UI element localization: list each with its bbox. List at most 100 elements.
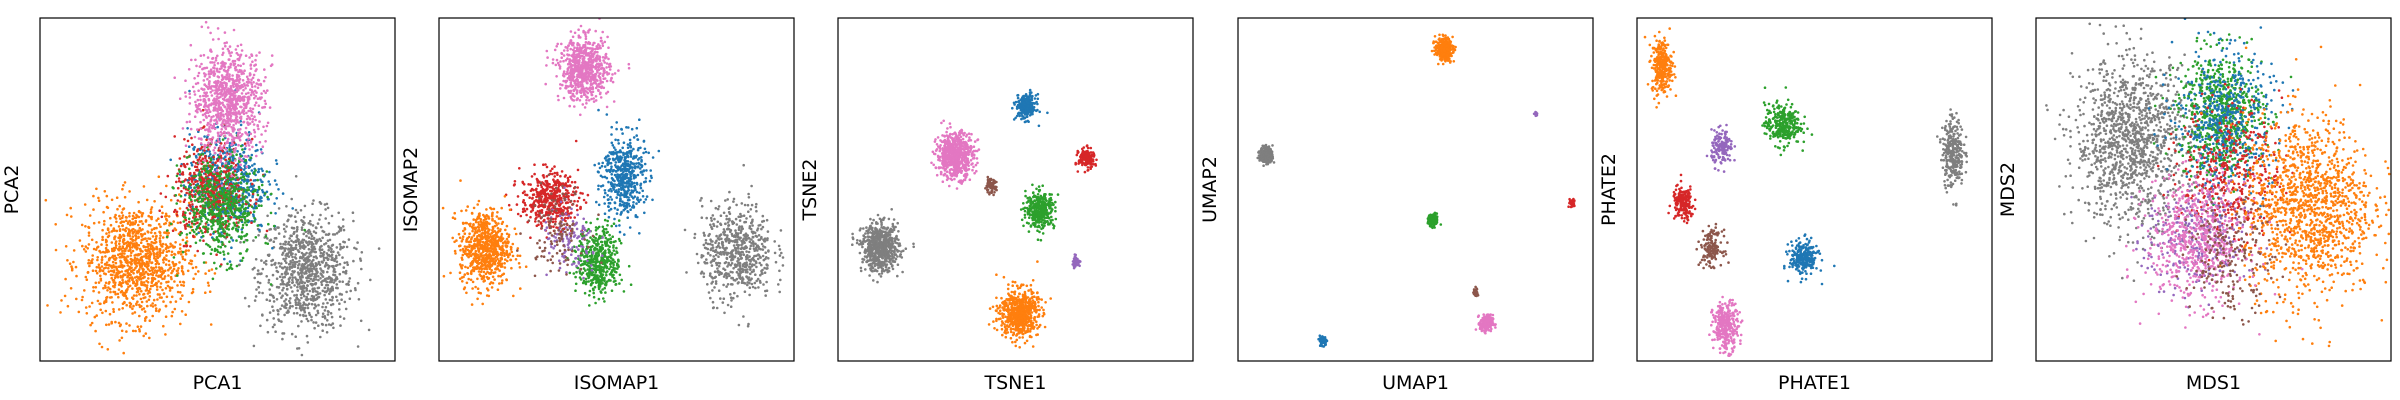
data-point bbox=[149, 287, 152, 291]
data-point bbox=[212, 122, 216, 126]
data-point bbox=[303, 228, 307, 232]
data-point bbox=[159, 285, 162, 289]
data-point bbox=[129, 254, 133, 257]
data-point bbox=[208, 127, 211, 131]
data-point bbox=[155, 245, 158, 249]
data-point bbox=[282, 227, 286, 231]
data-point bbox=[250, 185, 254, 189]
data-point bbox=[207, 133, 210, 137]
data-point bbox=[243, 147, 247, 151]
data-point bbox=[111, 301, 114, 304]
data-point bbox=[134, 329, 137, 333]
data-point bbox=[347, 280, 351, 283]
data-point bbox=[238, 131, 241, 134]
data-point bbox=[288, 237, 292, 240]
data-point bbox=[202, 53, 206, 57]
data-point bbox=[265, 124, 269, 128]
data-point bbox=[601, 56, 605, 59]
data-point bbox=[240, 83, 244, 87]
data-point bbox=[204, 20, 208, 24]
data-point bbox=[327, 310, 330, 314]
data-point bbox=[179, 221, 182, 224]
data-point bbox=[107, 266, 110, 270]
data-point bbox=[224, 221, 228, 224]
data-point bbox=[158, 252, 162, 255]
data-point bbox=[209, 164, 212, 168]
data-point bbox=[178, 193, 181, 196]
data-point bbox=[217, 240, 220, 244]
data-point bbox=[96, 246, 99, 249]
data-point bbox=[145, 300, 149, 303]
data-point bbox=[336, 286, 339, 290]
data-point bbox=[201, 252, 205, 255]
data-point bbox=[307, 236, 311, 239]
data-point bbox=[263, 68, 266, 71]
data-point bbox=[213, 92, 217, 95]
data-point bbox=[153, 231, 157, 235]
data-point bbox=[321, 312, 325, 316]
data-point bbox=[299, 278, 303, 282]
data-point bbox=[161, 211, 164, 215]
data-point bbox=[309, 282, 313, 286]
data-point bbox=[179, 194, 183, 198]
data-point bbox=[237, 128, 240, 132]
data-point bbox=[283, 300, 286, 303]
data-point bbox=[236, 44, 240, 48]
data-point bbox=[256, 86, 260, 90]
data-point bbox=[223, 75, 227, 79]
data-point bbox=[327, 246, 331, 249]
data-point bbox=[179, 291, 182, 294]
data-point bbox=[110, 276, 113, 280]
data-point bbox=[221, 138, 225, 141]
data-point bbox=[246, 186, 249, 189]
data-point bbox=[229, 178, 232, 182]
data-point bbox=[209, 153, 212, 156]
data-point bbox=[66, 304, 70, 308]
data-point bbox=[135, 283, 139, 286]
data-point bbox=[131, 249, 135, 253]
data-point bbox=[333, 267, 336, 271]
data-point bbox=[177, 180, 181, 183]
data-point bbox=[259, 148, 263, 151]
data-point bbox=[177, 267, 180, 270]
data-point bbox=[229, 100, 233, 104]
data-point bbox=[249, 132, 253, 136]
data-point bbox=[267, 197, 270, 201]
data-point bbox=[285, 205, 288, 208]
data-point bbox=[117, 265, 120, 269]
data-point bbox=[167, 231, 170, 235]
data-point bbox=[190, 136, 193, 140]
data-point bbox=[320, 260, 324, 264]
data-point bbox=[253, 64, 256, 67]
data-point bbox=[105, 239, 108, 243]
data-point bbox=[591, 43, 595, 47]
data-point bbox=[212, 102, 215, 106]
data-point bbox=[83, 289, 86, 292]
data-point bbox=[275, 197, 279, 200]
data-point bbox=[296, 228, 299, 231]
data-point bbox=[294, 239, 298, 243]
data-point bbox=[105, 263, 109, 267]
data-point bbox=[206, 230, 209, 234]
data-point bbox=[199, 147, 203, 150]
data-point bbox=[95, 271, 99, 275]
data-point bbox=[260, 204, 263, 207]
data-point bbox=[226, 219, 230, 223]
data-point bbox=[299, 293, 303, 297]
cluster-pink bbox=[173, 20, 274, 189]
data-point bbox=[242, 99, 246, 102]
data-point bbox=[184, 91, 187, 94]
data-point bbox=[251, 145, 254, 149]
data-point bbox=[240, 219, 243, 222]
data-point bbox=[197, 224, 200, 227]
data-point bbox=[224, 131, 227, 135]
data-point bbox=[75, 274, 78, 278]
data-point bbox=[155, 274, 158, 277]
data-point bbox=[145, 249, 148, 253]
data-point bbox=[248, 165, 252, 169]
data-point bbox=[335, 283, 339, 286]
data-point bbox=[237, 184, 240, 187]
data-point bbox=[282, 332, 286, 335]
data-point bbox=[271, 305, 274, 309]
